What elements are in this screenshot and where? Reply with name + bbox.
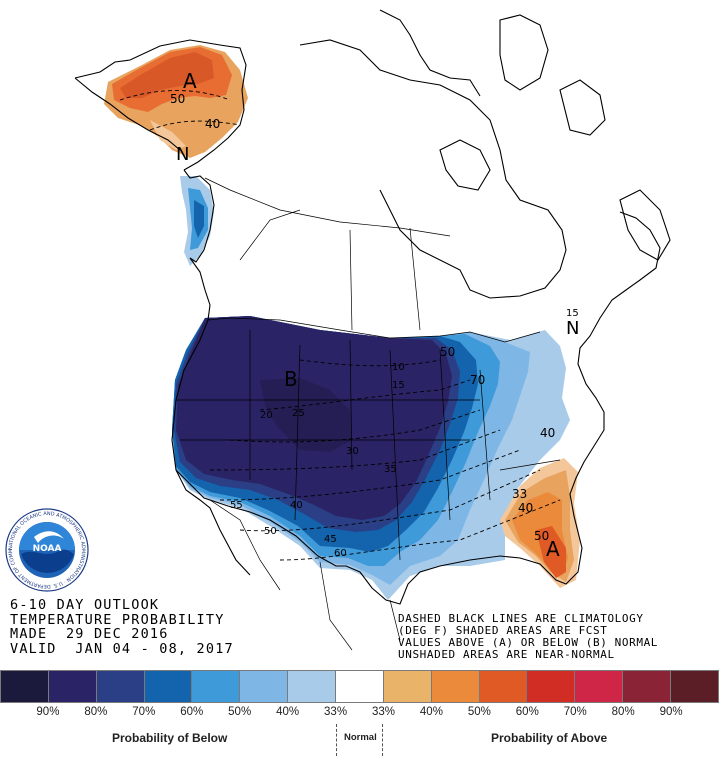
clim-label-30: 30 <box>346 446 359 457</box>
legend-label: 33% <box>324 706 348 718</box>
legend-label: 33% <box>371 706 395 718</box>
clim-label-60: 60 <box>334 548 347 559</box>
legend-label: 60% <box>180 706 204 718</box>
clim-label-50: 50 <box>264 526 277 537</box>
legend-swatch <box>431 671 480 702</box>
title-line-4: VALID JAN 04 - 08, 2017 <box>10 640 234 657</box>
legend-swatch <box>240 671 289 702</box>
legend-divider-left <box>336 724 337 756</box>
pacific-nw-shading <box>180 176 214 266</box>
legend-swatch <box>671 671 719 702</box>
boundaries <box>176 177 561 651</box>
southeast-above-shading <box>500 458 580 588</box>
prob-label-33: 33 <box>512 487 527 501</box>
outlook-title-block: 6-10 DAY OUTLOOK TEMPERATURE PROBABILITY… <box>10 598 234 656</box>
prob-label-se-50: 50 <box>534 529 549 543</box>
clim-label-45: 45 <box>324 534 337 545</box>
map-notes-block: DASHED BLACK LINES ARE CLIMATOLOGY (DEG … <box>398 613 658 661</box>
legend-label: 90% <box>659 706 683 718</box>
legend-label: 40% <box>276 706 300 718</box>
conus-below-shading <box>172 316 570 600</box>
alaska-contour-40: 40 <box>205 117 220 131</box>
clim-label-ne-15: 15 <box>566 308 579 319</box>
legend-swatch <box>288 671 337 702</box>
clim-label-20: 20 <box>260 410 273 421</box>
legend-label: 60% <box>515 706 539 718</box>
note-line-2: (DEG F) SHADED AREAS ARE FCST <box>398 624 608 637</box>
legend-label: 40% <box>419 706 443 718</box>
legend-swatch <box>336 671 384 702</box>
legend-swatch <box>144 671 193 702</box>
southeast-above-letter: A <box>546 537 560 561</box>
clim-label-40: 40 <box>290 500 303 511</box>
alaska-above-letter: A <box>183 69 197 93</box>
outlook-map: A N 50 40 B N A 10 15 20 25 30 35 40 45 … <box>74 9 671 651</box>
title-line-3: MADE 29 DEC 2016 <box>10 626 169 642</box>
legend-swatch <box>383 671 432 702</box>
legend-labels: 90% 80% 70% 60% 50% 40% 33% 33% 40% 50% 60% 70% 80% 9… <box>24 706 695 720</box>
legend-swatch <box>479 671 528 702</box>
legend-swatch <box>48 671 97 702</box>
legend-label: 90% <box>36 706 60 718</box>
legend-above-title: Probability of Above <box>491 731 608 745</box>
climatology-contours <box>119 90 561 561</box>
prob-label-50: 50 <box>440 345 455 359</box>
alaska-contour-50: 50 <box>170 92 185 106</box>
clim-label-10: 10 <box>392 362 405 373</box>
legend-label: 70% <box>132 706 156 718</box>
legend-below-title: Probability of Below <box>112 731 228 745</box>
west-below-letter: B <box>284 367 298 391</box>
legend-label: 50% <box>228 706 252 718</box>
legend-swatch <box>0 671 49 702</box>
clim-label-55: 55 <box>230 500 243 511</box>
legend-divider-right <box>382 724 383 756</box>
legend-swatch <box>527 671 576 702</box>
note-line-4: UNSHADED AREAS ARE NEAR-NORMAL <box>398 648 615 661</box>
legend-label: 70% <box>563 706 587 718</box>
alaska-normal-letter: N <box>176 144 189 165</box>
note-line-3: VALUES ABOVE (A) OR BELOW (B) NORMAL <box>398 636 659 649</box>
title-line-1: 6-10 DAY OUTLOOK <box>10 597 160 613</box>
prob-label-40: 40 <box>540 426 555 440</box>
legend-swatch <box>575 671 624 702</box>
noaa-logo: NOAA NATIONAL OCEANIC AND ATMOSPHERIC AD… <box>4 507 89 592</box>
title-line-2: TEMPERATURE PROBABILITY <box>10 611 225 628</box>
legend-label: 80% <box>611 706 635 718</box>
legend-swatch <box>623 671 672 702</box>
clim-label-15: 15 <box>392 380 405 391</box>
clim-label-25: 25 <box>292 408 305 419</box>
prob-label-70: 70 <box>470 373 485 387</box>
prob-label-se-40: 40 <box>518 501 533 515</box>
legend-swatch <box>192 671 241 702</box>
coastlines <box>74 9 671 605</box>
note-line-1: DASHED BLACK LINES ARE CLIMATOLOGY <box>398 612 644 625</box>
probability-legend <box>0 671 719 703</box>
clim-label-35: 35 <box>384 464 397 475</box>
legend-label: 50% <box>467 706 491 718</box>
northeast-normal-letter: N <box>566 318 579 339</box>
legend-swatch <box>96 671 145 702</box>
noaa-logo-text: NOAA <box>33 544 62 554</box>
legend-normal-title: Normal <box>344 732 377 743</box>
legend-label: 80% <box>84 706 108 718</box>
alaska-shading <box>104 45 248 158</box>
